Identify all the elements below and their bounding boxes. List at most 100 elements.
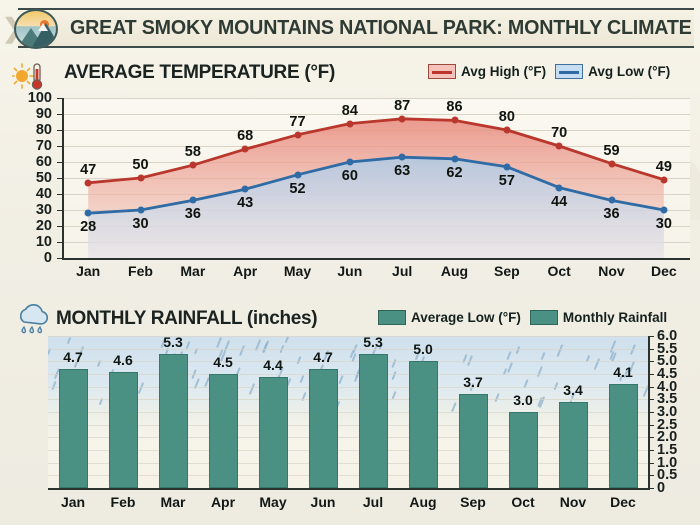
- rain-streak: [216, 337, 222, 348]
- y-axis-tick: [649, 387, 654, 388]
- bar-value-label: 3.7: [463, 374, 482, 390]
- data-point-label: 30: [656, 216, 672, 232]
- x-axis-label: Aug: [425, 263, 485, 279]
- data-point: [556, 143, 563, 150]
- data-point-label: 44: [551, 194, 567, 210]
- header: ❯ GREAT SMOKY MOUNTAINS NATIONAL PARK: M…: [0, 3, 700, 53]
- avg-high-line-swatch-icon: [428, 64, 456, 79]
- temperature-section-title: AVERAGE TEMPERATURE (°F): [64, 62, 335, 84]
- gridline: [48, 387, 648, 388]
- bar-value-label: 5.3: [363, 334, 382, 350]
- data-point-label: 60: [342, 168, 358, 184]
- data-point-label: 63: [394, 163, 410, 179]
- bar: [609, 384, 638, 488]
- temperature-chart: 0 10 20 30 40 50 60 70 80 90 100 47 50 58 68 77 84 87 86 80…: [0, 90, 700, 290]
- bar-value-label: 4.1: [613, 364, 632, 380]
- bar: [259, 377, 288, 489]
- y-axis-label: 40: [0, 186, 52, 202]
- data-point: [189, 162, 196, 169]
- y-axis-tick: [649, 437, 654, 438]
- rain-streak: [507, 362, 513, 373]
- data-point-label: 47: [80, 162, 96, 178]
- gridline: [62, 210, 690, 211]
- gridline: [62, 114, 690, 115]
- infographic-root: ❯ GREAT SMOKY MOUNTAINS NATIONAL PARK: M…: [0, 0, 700, 525]
- rain-streak: [467, 355, 473, 366]
- rainfall-chart: 0 0.5 1.0 1.5 2.0 2.5 3.0 3.5 4.0 4.5 5.0 5.5 6.0 4.7…: [0, 330, 700, 525]
- rain-streak: [137, 382, 143, 394]
- bar-value-label: 4.5: [213, 354, 232, 370]
- y-axis-line: [648, 336, 650, 488]
- legend-label-avg-low: Avg Low (°F): [588, 64, 670, 79]
- rain-streak: [338, 375, 343, 384]
- bar: [59, 369, 88, 488]
- y-axis-tick: [649, 450, 654, 451]
- x-axis-label: Nov: [582, 263, 642, 279]
- data-point-label: 49: [656, 159, 672, 175]
- data-point: [608, 160, 615, 167]
- x-axis-label: Mar: [163, 263, 223, 279]
- data-point-label: 30: [132, 216, 148, 232]
- rain-streak: [67, 337, 71, 344]
- data-point: [660, 207, 667, 214]
- bar: [509, 412, 538, 488]
- average-low-swatch-icon: [378, 310, 406, 325]
- rain-streak: [537, 366, 542, 376]
- legend-label-average-low: Average Low (°F): [411, 310, 521, 325]
- data-point-label: 43: [237, 195, 253, 211]
- bar: [209, 374, 238, 488]
- monthly-rainfall-swatch-icon: [530, 310, 558, 325]
- gridline: [62, 226, 690, 227]
- sun-thermometer-moon-icon: [12, 60, 58, 92]
- gridline: [48, 336, 648, 337]
- data-point: [85, 210, 92, 217]
- y-axis-tick: [649, 399, 654, 400]
- data-point-label: 70: [551, 125, 567, 141]
- legend-item-average-low: Average Low (°F): [378, 310, 521, 325]
- y-axis-tick: [649, 361, 654, 362]
- bar: [459, 394, 488, 488]
- y-axis-tick: [649, 475, 654, 476]
- data-point-label: 59: [603, 143, 619, 159]
- y-axis-label: 70: [0, 138, 52, 154]
- data-point: [399, 115, 406, 122]
- data-point-label: 52: [289, 181, 305, 197]
- y-axis-tick: [649, 425, 654, 426]
- rain-streak: [249, 383, 255, 394]
- bar-value-label: 3.4: [563, 382, 582, 398]
- bar: [309, 369, 338, 488]
- data-point-label: 80: [499, 109, 515, 125]
- bar: [409, 361, 438, 488]
- y-axis-tick: [649, 374, 654, 375]
- x-axis-line: [48, 488, 650, 490]
- legend-item-avg-high: Avg High (°F): [428, 64, 546, 79]
- y-axis-label: 6.0: [657, 328, 697, 344]
- rain-streak: [284, 336, 288, 343]
- gridline: [48, 399, 648, 400]
- legend-item-avg-low: Avg Low (°F): [555, 64, 670, 79]
- data-point: [608, 197, 615, 204]
- x-axis-label: Sep: [477, 263, 537, 279]
- data-point: [346, 120, 353, 127]
- gridline: [62, 178, 690, 179]
- y-axis-label: 30: [0, 202, 52, 218]
- legend-item-monthly-rainfall: Monthly Rainfall: [530, 310, 667, 325]
- gridline: [62, 162, 690, 163]
- data-point: [294, 171, 301, 178]
- gridline: [62, 242, 690, 243]
- data-point: [660, 176, 667, 183]
- data-point-label: 36: [185, 206, 201, 222]
- x-axis-label: Jun: [320, 263, 380, 279]
- gridline: [62, 146, 690, 147]
- data-point: [189, 197, 196, 204]
- bar: [559, 402, 588, 488]
- y-axis-line: [62, 98, 64, 258]
- page-title: GREAT SMOKY MOUNTAINS NATIONAL PARK: MON…: [70, 12, 661, 44]
- data-point: [399, 154, 406, 161]
- bar-value-label: 5.0: [413, 341, 432, 357]
- x-axis-label: Feb: [111, 263, 171, 279]
- y-axis-label: 60: [0, 154, 52, 170]
- y-axis-label: 100: [0, 90, 52, 106]
- bar-value-label: 4.7: [63, 349, 82, 365]
- data-point-label: 77: [289, 114, 305, 130]
